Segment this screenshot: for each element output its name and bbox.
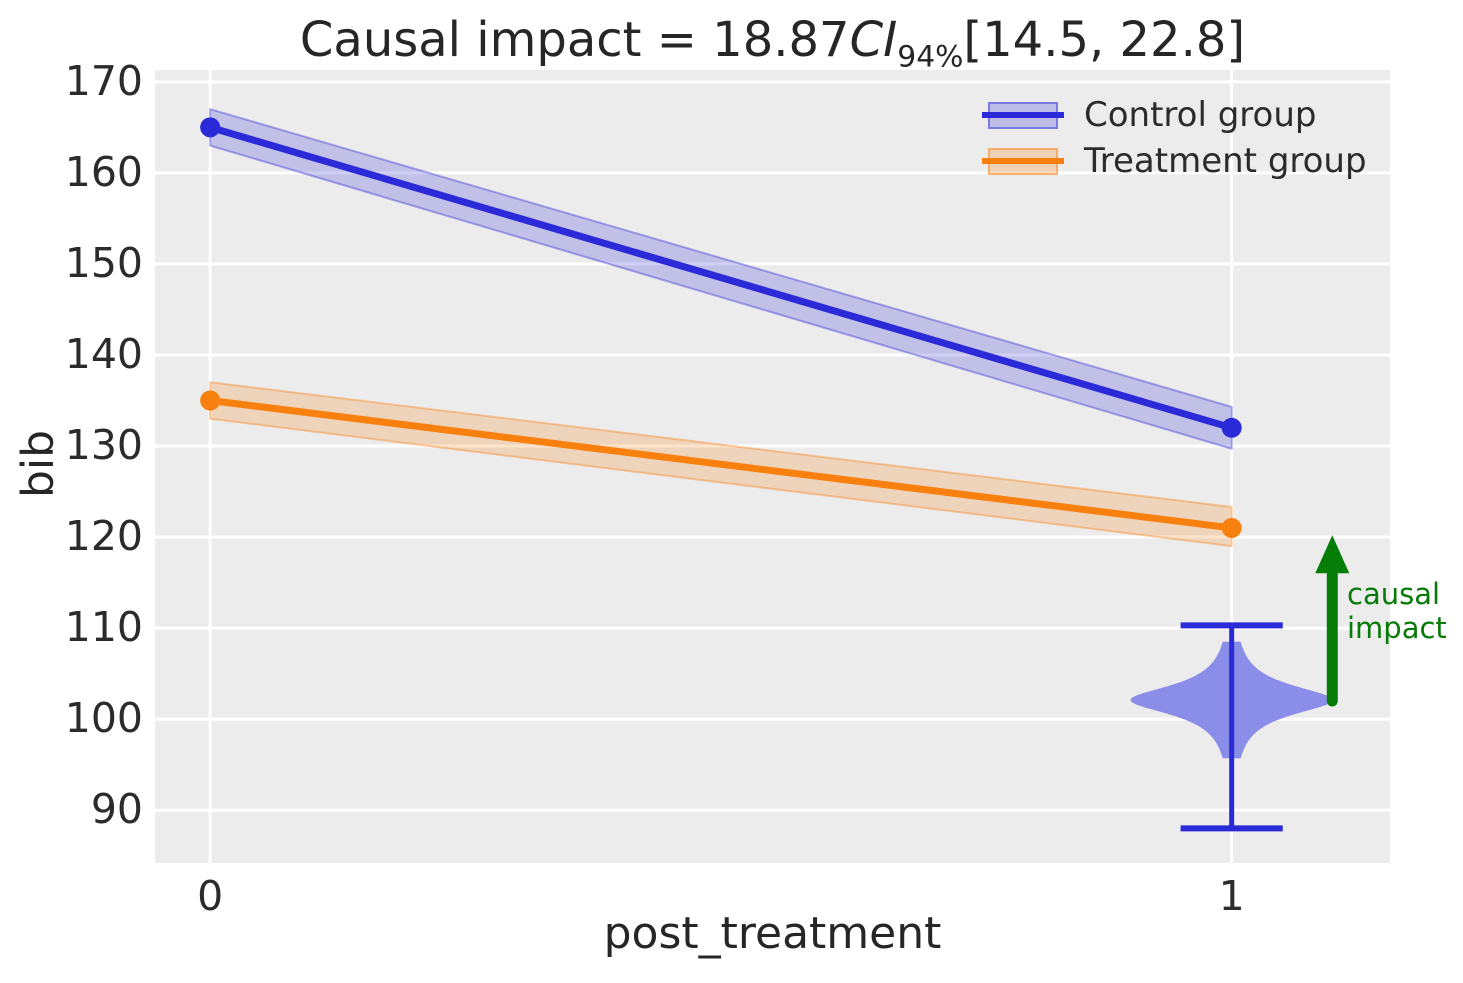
chart-title-prefix: Causal impact = 18.87 bbox=[299, 12, 850, 68]
plot-area bbox=[155, 70, 1390, 863]
legend-label-treatment: Treatment group bbox=[1084, 141, 1367, 181]
legend-label-control: Control group bbox=[1084, 95, 1317, 135]
point-treatment-group-x1 bbox=[1221, 517, 1242, 538]
y-tick-label-120: 120 bbox=[64, 512, 143, 561]
legend-swatch-control-icon bbox=[982, 101, 1064, 129]
y-tick-label-140: 140 bbox=[64, 330, 143, 379]
y-tick-label-130: 130 bbox=[64, 421, 143, 470]
point-control-group-x1 bbox=[1221, 417, 1242, 438]
x-tick-label-1: 1 bbox=[1218, 872, 1245, 920]
causal-impact-annotation: causal impact bbox=[1347, 577, 1447, 645]
y-tick-label-160: 160 bbox=[64, 147, 143, 196]
y-tick-label-100: 100 bbox=[64, 694, 143, 743]
causal-impact-arrow-head-icon bbox=[1315, 535, 1350, 574]
line-control-group bbox=[206, 123, 1236, 432]
x-tick-label-0: 0 bbox=[197, 872, 224, 920]
chart-title: Causal impact = 18.87CI94%[14.5, 22.8] bbox=[155, 12, 1390, 72]
chart-title-interval: [14.5, 22.8] bbox=[963, 12, 1246, 68]
x-axis-label: post_treatment bbox=[603, 908, 942, 959]
y-tick-label-170: 170 bbox=[64, 56, 143, 105]
chart-title-ci-level: 94% bbox=[897, 39, 964, 75]
legend-entry-control-group: Control group bbox=[982, 95, 1367, 135]
y-tick-label-90: 90 bbox=[90, 785, 143, 834]
chart-title-ci: CI bbox=[849, 12, 898, 68]
legend: Control group Treatment group bbox=[982, 95, 1367, 190]
legend-line-treatment bbox=[982, 158, 1064, 164]
legend-line-control bbox=[982, 112, 1064, 118]
line-treatment-group bbox=[206, 396, 1236, 532]
y-axis-label: bib bbox=[12, 429, 64, 499]
point-treatment-group-x0 bbox=[200, 390, 221, 411]
legend-entry-treatment-group: Treatment group bbox=[982, 141, 1367, 181]
point-control-group-x0 bbox=[200, 117, 221, 138]
y-tick-label-110: 110 bbox=[64, 603, 143, 652]
legend-swatch-treatment-icon bbox=[982, 147, 1064, 175]
y-tick-label-150: 150 bbox=[64, 238, 143, 287]
